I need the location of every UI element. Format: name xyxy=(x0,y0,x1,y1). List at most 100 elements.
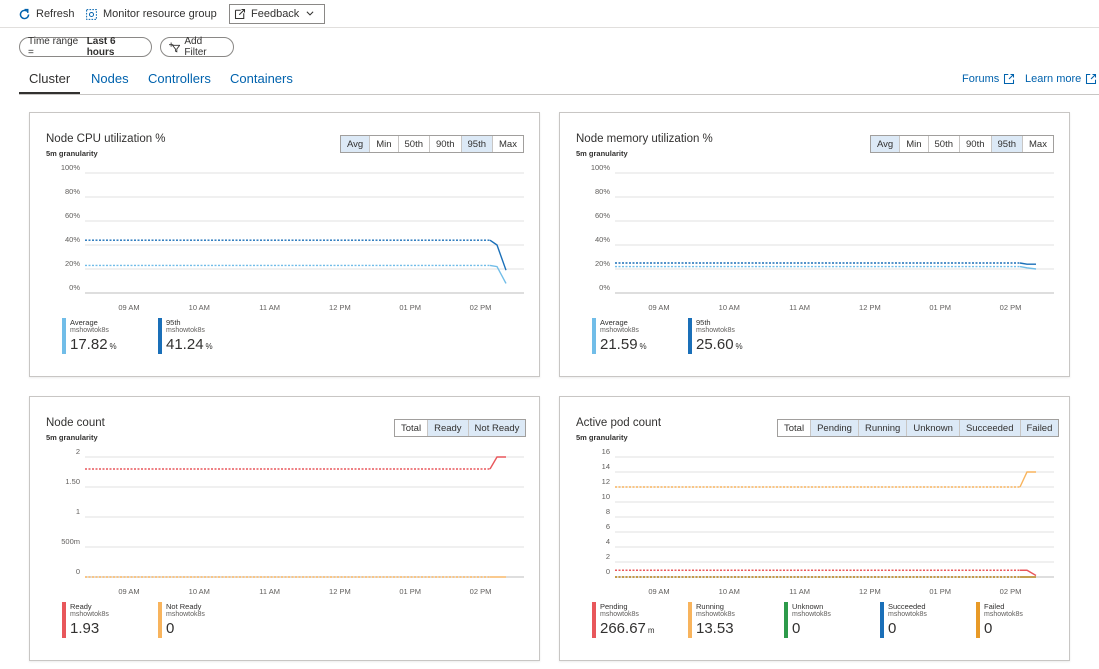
y-tick-label: 1 xyxy=(76,507,80,516)
legend-running[interactable]: Running mshowtok8s 13.53 xyxy=(688,602,784,638)
agg-95th-button[interactable]: 95th xyxy=(460,136,493,152)
x-tick-label: 11 AM xyxy=(789,303,810,312)
agg-avg-button[interactable]: Avg xyxy=(341,136,370,152)
legend-95th[interactable]: 95th mshowtok8s 25.60% xyxy=(688,318,784,354)
status-ready-button[interactable]: Ready xyxy=(427,420,468,436)
time-range-filter[interactable]: Time range = Last 6 hours xyxy=(19,36,152,58)
x-tick-label: 02 PM xyxy=(1000,303,1022,312)
x-tick-label: 11 AM xyxy=(259,587,280,596)
memory-utilization-card: Node memory utilization % 5m granularity… xyxy=(559,112,1070,377)
legend-pending[interactable]: Pending mshowtok8s 266.67 m xyxy=(592,602,688,638)
legend-ready[interactable]: Ready mshowtok8s 1.93 xyxy=(62,602,158,638)
x-tick-label: 11 AM xyxy=(259,303,280,312)
tab-containers[interactable]: Containers xyxy=(230,71,293,86)
monitor-resource-group-button[interactable]: Monitor resource group xyxy=(85,4,217,24)
legend-average[interactable]: Average mshowtok8s 21.59% xyxy=(592,318,688,354)
memory-line-chart: 0% 20% 40% 60% 80% 100% 09 AM 10 AM 11 AM 12 PM 01… xyxy=(591,163,1054,312)
y-tick-label: 100% xyxy=(591,163,611,172)
tab-cluster[interactable]: Cluster xyxy=(29,71,71,86)
forums-link[interactable]: Forums xyxy=(962,73,1015,85)
y-tick-label: 60% xyxy=(595,211,610,220)
card-title: Node memory utilization % xyxy=(576,133,713,145)
legend-color-bar xyxy=(688,602,692,638)
status-succeeded-button[interactable]: Succeeded xyxy=(958,420,1020,436)
status-not-ready-button[interactable]: Not Ready xyxy=(467,420,526,436)
refresh-icon xyxy=(19,8,30,19)
agg-50th-button[interactable]: 50th xyxy=(927,136,960,152)
refresh-label: Refresh xyxy=(36,8,75,20)
y-tick-label: 0% xyxy=(599,283,610,292)
legend-value: 13.53 xyxy=(696,620,734,637)
cpu-utilization-card: Node CPU utilization % 5m granularity Av… xyxy=(29,112,540,377)
filter-icon xyxy=(169,42,181,52)
legend-name: Average xyxy=(600,318,628,327)
agg-95th-button[interactable]: 95th xyxy=(990,136,1023,152)
legend-name: Pending xyxy=(600,602,628,611)
legend-95th[interactable]: 95th mshowtok8s 41.24% xyxy=(158,318,254,354)
time-range-prefix: Time range = xyxy=(28,36,79,58)
series-tail-95th xyxy=(489,239,507,271)
status-total-button[interactable]: Total xyxy=(778,420,811,436)
y-tick-label: 0 xyxy=(76,567,80,576)
x-tick-label: 12 PM xyxy=(329,303,351,312)
x-tick-label: 01 PM xyxy=(399,303,421,312)
legend-source: mshowtok8s xyxy=(984,611,1023,618)
legend-succeeded[interactable]: Succeeded mshowtok8s 0 xyxy=(880,602,976,638)
card-granularity: 5m granularity xyxy=(576,149,628,158)
x-tick-label: 12 PM xyxy=(859,587,881,596)
feedback-dropdown[interactable]: Feedback xyxy=(229,4,325,24)
y-tick-label: 1.50 xyxy=(65,477,80,486)
agg-90th-button[interactable]: 90th xyxy=(959,136,991,152)
status-unknown-button[interactable]: Unknown xyxy=(906,420,959,436)
external-link-icon xyxy=(1004,73,1015,85)
x-tick-label: 11 AM xyxy=(789,587,810,596)
x-tick-label: 10 AM xyxy=(719,303,740,312)
legend-value: 266.67 m xyxy=(600,620,655,637)
feedback-icon xyxy=(234,8,246,20)
legend-not-ready[interactable]: Not Ready mshowtok8s 0 xyxy=(158,602,254,638)
x-tick-label: 10 AM xyxy=(189,587,210,596)
refresh-button[interactable]: Refresh xyxy=(18,4,75,24)
agg-min-button[interactable]: Min xyxy=(369,136,398,152)
add-filter-button[interactable]: Add Filter xyxy=(160,36,234,58)
status-running-button[interactable]: Running xyxy=(857,420,907,436)
node-count-line-chart: 0 500m 1 1.50 2 09 AM 10 AM 11 AM 12 PM 01 PM 02 P… xyxy=(61,447,524,596)
y-tick-label: 16 xyxy=(602,447,610,456)
view-tabs: Cluster Nodes Controllers Containers For… xyxy=(19,66,1099,95)
legend-name: Failed xyxy=(984,602,1005,611)
legend-source: mshowtok8s xyxy=(70,611,109,618)
agg-avg-button[interactable]: Avg xyxy=(871,136,900,152)
legend-source: mshowtok8s xyxy=(166,611,205,618)
x-tick-label: 01 PM xyxy=(929,587,951,596)
status-toggle: Total Pending Running Unknown Succeeded … xyxy=(777,419,1060,437)
x-tick-label: 02 PM xyxy=(470,587,492,596)
status-total-button[interactable]: Total xyxy=(395,420,428,436)
chart-legend: Average mshowtok8s 17.82% 95th mshowtok8… xyxy=(62,318,254,354)
legend-color-bar xyxy=(880,602,884,638)
legend-color-bar xyxy=(688,318,692,354)
legend-value: 0 xyxy=(888,620,897,637)
y-tick-label: 6 xyxy=(606,522,610,531)
card-granularity: 5m granularity xyxy=(576,433,628,442)
y-tick-label: 14 xyxy=(602,462,610,471)
y-tick-label: 80% xyxy=(595,187,610,196)
agg-max-button[interactable]: Max xyxy=(1022,136,1053,152)
monitor-icon xyxy=(86,8,97,20)
tab-nodes[interactable]: Nodes xyxy=(91,71,129,86)
tab-controllers[interactable]: Controllers xyxy=(148,71,211,86)
agg-90th-button[interactable]: 90th xyxy=(429,136,461,152)
agg-50th-button[interactable]: 50th xyxy=(397,136,430,152)
agg-max-button[interactable]: Max xyxy=(492,136,523,152)
status-pending-button[interactable]: Pending xyxy=(810,420,858,436)
series-tail-average xyxy=(489,264,507,284)
active-pod-count-card: Active pod count 5m granularity Total Pe… xyxy=(559,396,1070,661)
agg-min-button[interactable]: Min xyxy=(899,136,928,152)
legend-average[interactable]: Average mshowtok8s 17.82% xyxy=(62,318,158,354)
learn-more-link[interactable]: Learn more xyxy=(1025,73,1097,85)
legend-failed[interactable]: Failed mshowtok8s 0 xyxy=(976,602,1056,638)
legend-unknown[interactable]: Unknown mshowtok8s 0 xyxy=(784,602,880,638)
status-failed-button[interactable]: Failed xyxy=(1019,420,1059,436)
time-range-value: Last 6 hours xyxy=(86,36,116,58)
legend-source: mshowtok8s xyxy=(696,611,735,618)
legend-name: Succeeded xyxy=(888,602,926,611)
